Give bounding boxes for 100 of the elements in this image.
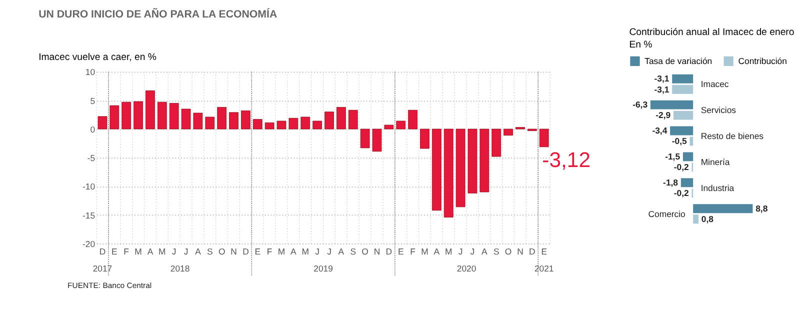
data-label: -3,4 bbox=[652, 126, 668, 136]
x-tick-label: J bbox=[172, 246, 176, 257]
x-tick-label: F bbox=[124, 246, 129, 257]
x-tick-label: D bbox=[386, 246, 392, 257]
bar bbox=[169, 103, 179, 130]
y-tick-label: -5 bbox=[87, 153, 96, 164]
bar bbox=[264, 122, 274, 130]
x-tick-label: N bbox=[374, 246, 380, 257]
data-label: -1,5 bbox=[665, 152, 680, 162]
y-tick-label: 10 bbox=[85, 67, 96, 78]
y-tick-label: -15 bbox=[82, 210, 96, 220]
x-tick-label: M bbox=[278, 246, 286, 257]
x-tick-label: M bbox=[158, 246, 166, 257]
chart-subtitle: En % bbox=[629, 40, 653, 51]
x-tick-label: J bbox=[458, 246, 463, 257]
x-tick-label: S bbox=[206, 246, 213, 257]
text: 2019 bbox=[314, 264, 334, 274]
bar bbox=[336, 107, 346, 130]
data-label: -1,8 bbox=[663, 178, 678, 188]
x-tick-label: E bbox=[398, 246, 404, 257]
y-tick-label: 0 bbox=[90, 124, 96, 134]
y-tick-label: Servicios bbox=[700, 104, 737, 115]
chart-subtitle: Imacec vuelve a caer, en % bbox=[38, 52, 157, 64]
x-tick-label: E bbox=[112, 246, 118, 257]
x-tick-label: M bbox=[134, 246, 142, 257]
data-label: -3,1 bbox=[654, 74, 670, 84]
bar bbox=[288, 118, 298, 130]
bar bbox=[396, 120, 406, 130]
bar bbox=[229, 112, 238, 130]
x-tick-label: D bbox=[529, 246, 536, 257]
x-tick-label: E bbox=[541, 246, 548, 257]
x-tick-label: A bbox=[290, 246, 297, 257]
data-label: -0,2 bbox=[674, 188, 690, 198]
x-tick-label: O bbox=[504, 246, 512, 257]
source-note: FUENTE: Banco Central bbox=[68, 280, 152, 290]
text: 2020 bbox=[456, 264, 476, 274]
data-label: 8,8 bbox=[756, 203, 768, 214]
bar bbox=[252, 119, 262, 130]
x-tick-label: O bbox=[362, 246, 369, 257]
bar bbox=[122, 102, 132, 130]
y-tick-label: Resto de bienes bbox=[700, 130, 764, 141]
y-tick-label: Minería bbox=[700, 156, 730, 167]
y-tick-label: Industria bbox=[700, 182, 734, 193]
chart-title: UN DURO INICIO DE AÑO PARA LA ECONOMÍA bbox=[38, 8, 278, 21]
x-tick-label: F bbox=[410, 246, 416, 257]
x-tick-label: S bbox=[350, 246, 356, 257]
bar bbox=[348, 110, 358, 130]
y-tick-label: Comercio bbox=[648, 208, 686, 219]
x-tick-label: D bbox=[242, 246, 249, 257]
legend-label: Contribución bbox=[738, 56, 788, 66]
bar bbox=[432, 128, 442, 211]
bar bbox=[181, 108, 191, 130]
y-tick-label: 5 bbox=[90, 96, 96, 106]
x-tick-label: F bbox=[266, 246, 272, 257]
bar bbox=[157, 102, 167, 130]
bar bbox=[444, 128, 454, 218]
bar bbox=[456, 128, 466, 208]
y-tick-label: -20 bbox=[82, 238, 96, 249]
y-tick-label: -10 bbox=[82, 182, 96, 192]
x-tick-label: A bbox=[147, 246, 154, 257]
bar bbox=[504, 128, 513, 136]
data-label: -3,12 bbox=[542, 149, 591, 172]
x-tick-label: J bbox=[184, 246, 188, 257]
bar bbox=[312, 120, 322, 130]
bar bbox=[98, 116, 108, 130]
text: 2017 bbox=[92, 264, 112, 274]
x-tick-label: N bbox=[230, 246, 237, 257]
bar bbox=[420, 128, 430, 149]
x-tick-label: A bbox=[195, 246, 202, 257]
bar bbox=[360, 128, 370, 148]
bar bbox=[300, 116, 310, 130]
bar bbox=[324, 112, 334, 130]
x-tick-label: A bbox=[482, 246, 488, 257]
x-tick-label: M bbox=[302, 246, 309, 257]
bar bbox=[408, 110, 418, 130]
bar bbox=[372, 128, 382, 152]
data-label: -6,3 bbox=[632, 100, 648, 110]
data-label: -2,9 bbox=[656, 110, 671, 120]
x-tick-label: M bbox=[444, 246, 452, 257]
x-tick-label: S bbox=[493, 246, 500, 257]
y-tick-label: Imacec bbox=[700, 79, 730, 89]
bar bbox=[539, 128, 549, 148]
data-label: -0,2 bbox=[674, 162, 690, 172]
x-tick-label: N bbox=[517, 246, 524, 257]
x-tick-label: M bbox=[421, 246, 428, 257]
data-label: 0,8 bbox=[701, 214, 714, 224]
chart-title: Contribución anual al Imacec de enero bbox=[629, 27, 794, 38]
x-tick-label: J bbox=[470, 246, 475, 257]
data-label: -0,5 bbox=[672, 136, 687, 146]
bar bbox=[134, 101, 143, 130]
bar bbox=[217, 107, 226, 130]
data-label: -3,1 bbox=[654, 84, 670, 94]
bar bbox=[110, 105, 120, 130]
x-tick-label: D bbox=[99, 246, 106, 257]
x-tick-label: O bbox=[218, 246, 226, 257]
text: 2018 bbox=[170, 264, 190, 274]
x-tick-label: J bbox=[315, 246, 320, 257]
text: 2021 bbox=[534, 264, 554, 274]
bar bbox=[205, 116, 215, 130]
x-tick-label: A bbox=[434, 246, 440, 257]
